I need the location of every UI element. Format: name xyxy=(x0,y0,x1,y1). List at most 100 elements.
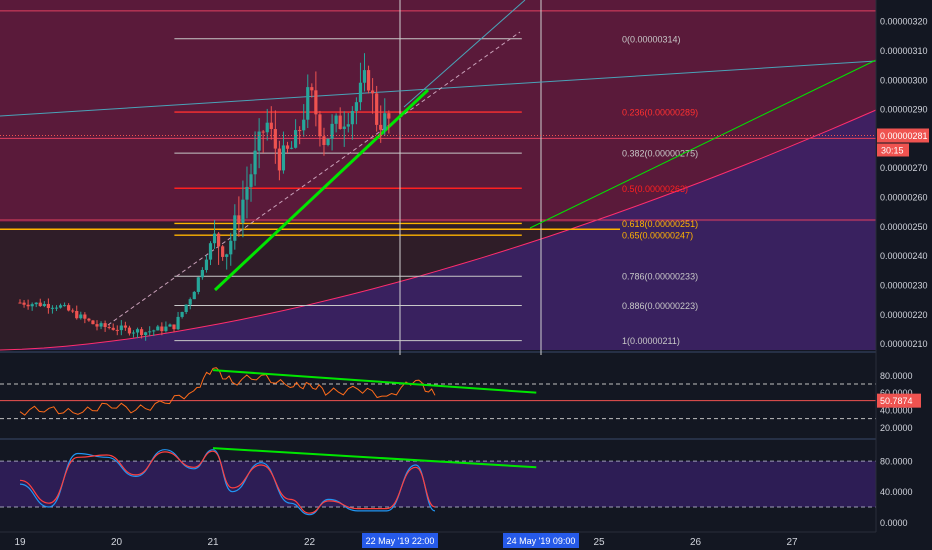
right-axis-panel xyxy=(876,0,932,550)
candle-body xyxy=(42,303,46,307)
fib-level-label: 0.618(0.00000251) xyxy=(622,219,698,229)
candle-body xyxy=(71,310,75,312)
candle-body xyxy=(318,114,322,137)
candle-body xyxy=(58,305,63,308)
candle-body xyxy=(204,259,209,270)
candle-body xyxy=(366,70,371,91)
rsi-value-tag xyxy=(877,393,921,408)
candle-body xyxy=(79,314,83,319)
candle-body xyxy=(253,150,257,175)
stoch-tick-label: 40.0000 xyxy=(880,487,913,497)
candle-body xyxy=(115,329,119,331)
candle-body xyxy=(269,122,273,130)
candle-body xyxy=(172,324,176,330)
candle-body xyxy=(22,302,26,305)
candle-body xyxy=(135,329,140,333)
fib-level-label: 0.886(0.00000223) xyxy=(622,301,698,311)
candle-body xyxy=(289,147,294,149)
rsi-tick-label: 20.0000 xyxy=(880,423,913,433)
candle-body xyxy=(221,246,225,257)
candle-body xyxy=(245,186,249,200)
price-tick-label: 0.00000300 xyxy=(880,75,928,85)
candle-body xyxy=(277,148,281,171)
candle-body xyxy=(375,93,379,125)
candle-body xyxy=(139,329,144,336)
candle-body xyxy=(160,326,164,332)
candle-body xyxy=(310,87,314,91)
candle-body xyxy=(338,115,342,129)
last-price-tag xyxy=(877,128,929,143)
candle-body xyxy=(91,320,95,325)
stoch-rsi-pane xyxy=(0,447,876,516)
candle-body xyxy=(237,215,241,223)
fib-level-label: 0.65(0.00000247) xyxy=(622,231,693,241)
time-tick-label: 25 xyxy=(593,537,605,548)
candle-body xyxy=(342,126,346,129)
candle-body xyxy=(180,311,184,317)
price-tick-label: 0.00000240 xyxy=(880,251,928,261)
candle-body xyxy=(229,240,233,255)
rsi-tick-label: 80.0000 xyxy=(880,371,913,381)
candle-body xyxy=(302,119,306,131)
candle-body xyxy=(75,310,79,319)
candle-body xyxy=(334,115,338,124)
candle-body xyxy=(148,331,152,333)
candle-body xyxy=(156,326,160,331)
crosshair-time-label: 22 May '19 22:00 xyxy=(366,536,435,546)
rsi-divergence-line xyxy=(212,369,537,394)
candle-body xyxy=(285,145,290,149)
candle-body xyxy=(127,327,132,334)
rising-curve-region xyxy=(0,110,876,350)
crosshair-time-label: 24 May '19 09:00 xyxy=(507,536,576,546)
channel-line-steep xyxy=(403,0,526,108)
time-tick-label: 26 xyxy=(690,537,702,548)
candle-body xyxy=(87,318,91,321)
candle-body xyxy=(261,131,265,133)
fib-level-label: 0.786(0.00000233) xyxy=(622,272,698,282)
candle-body xyxy=(46,303,50,309)
rsi-value-label: 50.7874 xyxy=(880,396,913,406)
candle-body xyxy=(281,145,286,171)
candle-body xyxy=(144,332,148,336)
rsi-tick-label: 40.0000 xyxy=(880,406,913,416)
candle-body xyxy=(265,122,269,133)
price-pane: 0(0.00000314) 0.236(0.00000289) 0.382(0.00… xyxy=(0,0,877,355)
time-tick-label: 19 xyxy=(14,537,26,548)
candle-body xyxy=(330,123,334,139)
candle-body xyxy=(208,243,213,260)
last-price-label: 0.00000281 xyxy=(880,131,928,141)
fib-level-label: 0.236(0.00000289) xyxy=(622,108,698,118)
candle-body xyxy=(111,327,115,330)
candle-body xyxy=(216,233,221,247)
candle-body xyxy=(200,269,204,278)
time-tick-label: 20 xyxy=(111,537,123,548)
rsi-background xyxy=(0,356,876,438)
support-trend-line xyxy=(213,88,430,292)
countdown-tag xyxy=(877,143,909,157)
candle-body xyxy=(99,323,103,327)
candle-body xyxy=(168,324,172,327)
candle-body xyxy=(294,130,298,148)
price-tick-label: 0.00000320 xyxy=(880,17,928,27)
candle-body xyxy=(326,138,330,146)
candle-body xyxy=(298,130,302,132)
candle-body xyxy=(383,113,387,130)
fib-level-label: 0.5(0.00000263) xyxy=(622,184,688,194)
fib-level-label: 0(0.00000314) xyxy=(622,34,681,44)
candle-body xyxy=(103,323,107,328)
candle-body xyxy=(387,113,391,119)
fib-level-label: 0.382(0.00000275) xyxy=(622,149,698,159)
candle-body xyxy=(34,302,38,305)
price-tick-label: 0.00000260 xyxy=(880,193,928,203)
candle-body xyxy=(350,110,354,125)
candle-body xyxy=(192,291,196,300)
candle-body xyxy=(30,304,34,307)
dashed-trend-line xyxy=(107,31,521,326)
candle-body xyxy=(196,277,200,292)
time-tick-label: 21 xyxy=(207,537,219,548)
candle-body xyxy=(233,215,237,241)
candle-body xyxy=(314,90,318,115)
candle-body xyxy=(95,324,99,327)
